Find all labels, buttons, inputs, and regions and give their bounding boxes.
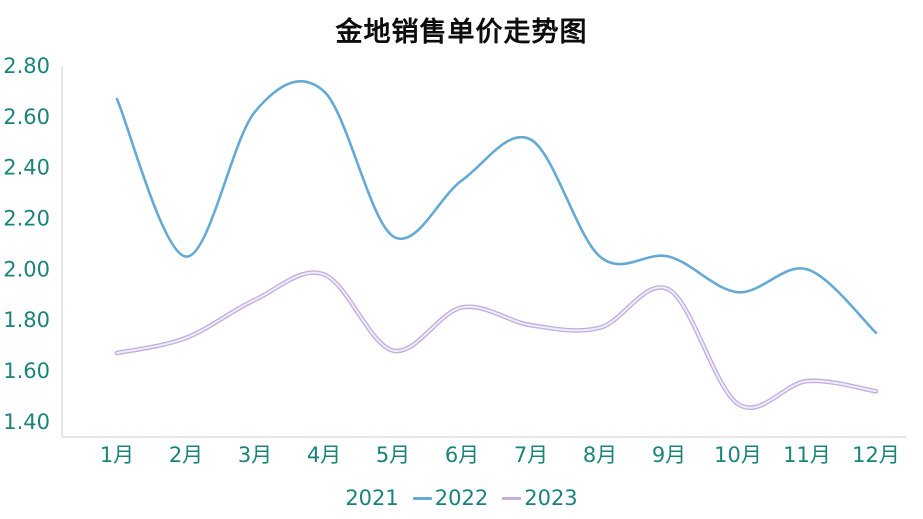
legend-item-2021: 2021	[345, 486, 398, 510]
legend-label-2022: 2022	[434, 486, 489, 510]
series-line-2023	[114, 270, 879, 410]
legend-item-2022: 2022	[412, 486, 489, 510]
y-axis-tick-label: 1.60	[3, 359, 50, 383]
x-axis-tick-label: 1月	[100, 443, 134, 467]
x-axis-tick-label: 9月	[652, 443, 686, 467]
x-axis-tick-label: 5月	[376, 443, 410, 467]
legend-label-2023: 2023	[524, 486, 578, 510]
chart-title: 金地销售单价走势图	[335, 17, 588, 48]
x-axis-tick-label: 2月	[169, 443, 203, 467]
x-axis-tick-label: 12月	[852, 443, 900, 467]
chart-legend: 2021 2022 2023	[0, 486, 923, 510]
x-axis-tick-label: 4月	[307, 443, 341, 467]
y-axis-tick-label: 1.40	[3, 410, 50, 434]
x-axis-tick-label: 10月	[714, 443, 762, 467]
y-axis-tick-label: 2.20	[3, 206, 50, 230]
series-line-2022	[115, 80, 878, 335]
legend-label-2021: 2021	[345, 486, 399, 510]
x-axis-tick-label: 11月	[783, 443, 831, 467]
x-axis-tick-label: 8月	[583, 443, 617, 467]
y-axis-tick-label: 2.80	[3, 54, 50, 78]
x-axis-tick-label: 3月	[238, 443, 272, 467]
y-axis-tick-label: 2.40	[3, 156, 50, 180]
x-axis-tick-label: 6月	[445, 443, 479, 467]
legend-dash-2022	[412, 496, 432, 500]
legend-dash-2023	[502, 496, 522, 500]
series-line-inner-2023	[116, 271, 877, 409]
y-axis-tick-label: 2.00	[3, 257, 50, 281]
x-axis-tick-label: 7月	[514, 443, 548, 467]
legend-item-2023: 2023	[502, 486, 578, 510]
y-axis-tick-label: 1.80	[3, 308, 50, 332]
y-axis-tick-label: 2.60	[3, 105, 50, 129]
